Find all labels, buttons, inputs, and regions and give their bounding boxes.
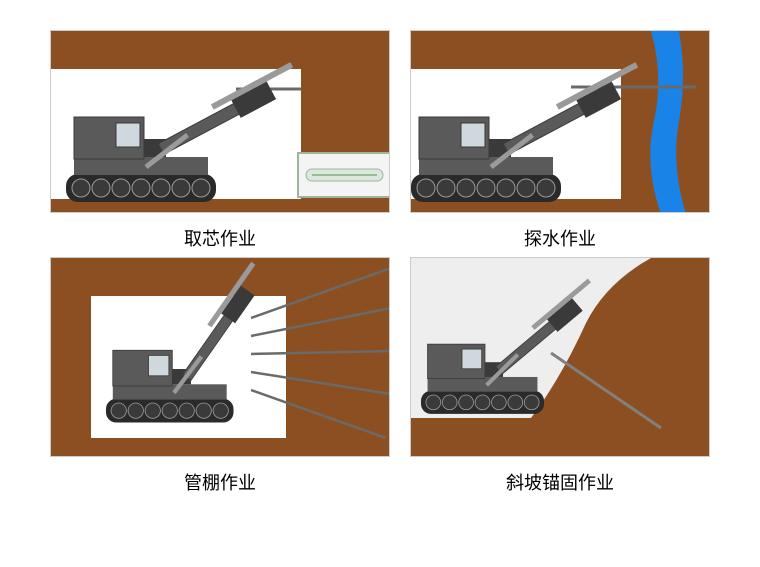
diagram-grid: 取芯作业 探水作业 管棚作业 斜坡锚固作业 (50, 30, 710, 495)
panel-water-probing (410, 30, 710, 213)
caption-core-drilling: 取芯作业 (184, 225, 256, 251)
panel-svg (411, 31, 710, 213)
cell-slope-anchor: 斜坡锚固作业 (410, 257, 710, 495)
panel-core-drilling (50, 30, 390, 213)
caption-pipe-shed: 管棚作业 (184, 469, 256, 495)
caption-slope-anchor: 斜坡锚固作业 (506, 469, 614, 495)
cell-core-drilling: 取芯作业 (50, 30, 390, 251)
panel-pipe-shed (50, 257, 390, 457)
cell-water-probing: 探水作业 (410, 30, 710, 251)
panel-svg (411, 258, 710, 457)
panel-svg (51, 31, 390, 213)
panel-slope-anchor (410, 257, 710, 457)
caption-water-probing: 探水作业 (524, 225, 596, 251)
panel-svg (51, 258, 390, 457)
cell-pipe-shed: 管棚作业 (50, 257, 390, 495)
